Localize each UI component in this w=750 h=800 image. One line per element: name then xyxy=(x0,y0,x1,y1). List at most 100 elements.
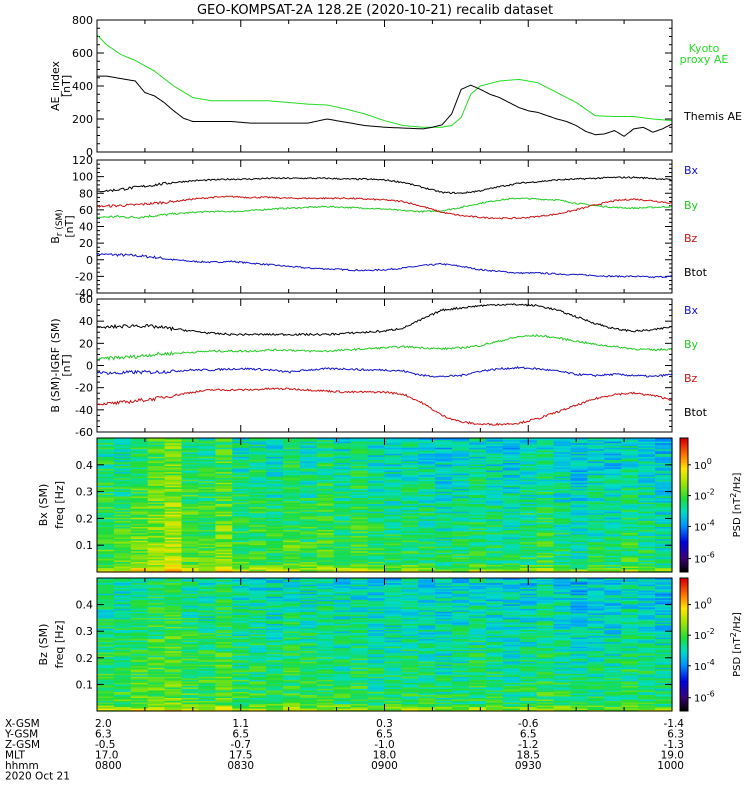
spectrogram-cell xyxy=(266,500,284,503)
spectrogram-cell xyxy=(232,649,250,652)
spectrogram-cell xyxy=(333,555,352,558)
spectrogram-cell xyxy=(350,700,369,703)
spectrogram-cell xyxy=(350,655,369,658)
spectrogram-cell xyxy=(266,462,284,465)
spectrogram-cell xyxy=(232,494,250,497)
spectrogram-cell xyxy=(198,495,216,498)
spectrogram-cell xyxy=(198,593,216,596)
spectrogram-cell xyxy=(266,668,284,671)
spectrogram-cell xyxy=(485,526,504,529)
spectrogram-cell xyxy=(147,444,166,447)
spectrogram-cell xyxy=(655,498,673,502)
spectrogram-cell xyxy=(198,636,216,640)
spectrogram-cell xyxy=(485,486,504,489)
spectrogram-cell xyxy=(181,453,200,456)
spectrogram-cell xyxy=(147,652,166,655)
spectrogram-cell xyxy=(198,540,216,543)
spectrogram-cell xyxy=(350,476,369,479)
spectrogram-cell xyxy=(97,658,115,661)
spectrogram-cell xyxy=(215,584,233,587)
spectrogram-cell xyxy=(215,486,233,489)
spectrogram-cell xyxy=(283,547,301,550)
spectrogram-cell xyxy=(418,527,436,530)
spectrogram-cell xyxy=(536,561,555,564)
spectrogram-cell xyxy=(316,536,335,540)
spectrogram-cell xyxy=(452,562,470,565)
spectrogram-cell xyxy=(130,608,149,611)
spectrogram-cell xyxy=(536,536,555,540)
spectrogram-cell xyxy=(519,450,538,453)
spectrogram-cell xyxy=(316,491,335,494)
spectrogram-cell xyxy=(638,471,656,474)
spectrogram-cell xyxy=(97,582,115,585)
spectrogram-cell xyxy=(215,439,233,442)
spectrogram-cell xyxy=(333,638,352,641)
spectrogram-cell xyxy=(164,588,183,591)
spectrogram-cell xyxy=(333,647,352,650)
spectrogram-cell xyxy=(299,477,318,480)
spectrogram-cell xyxy=(164,606,183,609)
spectrogram-cell xyxy=(621,505,639,508)
spectrogram-cell xyxy=(553,547,572,550)
spectrogram-cell xyxy=(283,686,301,689)
spectrogram-cell xyxy=(147,599,166,602)
spectrogram-cell xyxy=(164,609,183,612)
spectrogram-cell xyxy=(164,497,183,500)
spectrogram-cell xyxy=(266,547,284,550)
spectrogram-cell xyxy=(181,550,200,553)
spectrogram-cell xyxy=(130,632,149,635)
spectrogram-cell xyxy=(519,529,538,532)
spectrogram-cell xyxy=(536,491,555,494)
spectrogram-cell xyxy=(232,629,250,632)
spectrogram-cell xyxy=(130,447,149,450)
spectrogram-cell xyxy=(485,442,504,445)
spectrogram-cell xyxy=(249,704,267,708)
spectrogram-cell xyxy=(418,515,436,518)
spectrogram-cell xyxy=(215,479,233,482)
spectrogram-cell xyxy=(316,466,335,470)
spectrogram-cell xyxy=(97,597,115,600)
spectrogram-cell xyxy=(502,474,521,477)
spectrogram-cell xyxy=(502,517,521,520)
spectrogram-cell xyxy=(570,526,589,529)
spectrogram-cell xyxy=(367,517,386,520)
spectrogram-cell xyxy=(621,445,639,448)
spectrogram-cell xyxy=(655,553,673,556)
spectrogram-cell xyxy=(384,536,403,540)
spectrogram-cell xyxy=(283,471,301,474)
spectrogram-cell xyxy=(147,445,166,448)
spectrogram-cell xyxy=(283,608,301,611)
spectrogram-cell xyxy=(367,691,386,694)
spectrogram-cell xyxy=(333,685,352,688)
series-bx xyxy=(96,365,673,378)
spectrogram-cell xyxy=(232,639,250,643)
spectrogram-cell xyxy=(130,533,149,537)
spectrogram-cell xyxy=(452,520,470,523)
spectrogram-cell xyxy=(452,494,470,497)
spectrogram-cell xyxy=(333,538,352,541)
spectrogram-cell xyxy=(266,662,284,665)
spectrogram-cell xyxy=(350,659,369,662)
spectrogram-cell xyxy=(113,579,132,582)
spectrogram-cell xyxy=(113,694,132,697)
spectrogram-cell xyxy=(401,479,419,482)
spectrogram-cell xyxy=(113,695,132,698)
spectrogram-cell xyxy=(469,509,487,512)
spectrogram-cell xyxy=(198,590,216,593)
spectrogram-cell xyxy=(164,549,183,552)
spectrogram-cell xyxy=(604,491,622,494)
spectrogram-cell xyxy=(384,593,403,596)
spectrogram-cell xyxy=(502,462,521,465)
spectrogram-cell xyxy=(604,532,622,535)
spectrogram-cell xyxy=(638,474,656,477)
spectrogram-cell xyxy=(147,606,166,609)
spectrogram-cell xyxy=(299,494,318,497)
spectrogram-cell xyxy=(249,683,267,686)
spectrogram-cell xyxy=(638,497,656,500)
spectrogram-cell xyxy=(299,515,318,518)
spectrogram-cell xyxy=(655,546,673,549)
spectrogram-cell xyxy=(384,532,403,535)
spectrogram-cell xyxy=(604,559,622,562)
spectrogram-cell xyxy=(147,538,166,541)
spectrogram-cell xyxy=(299,632,318,635)
